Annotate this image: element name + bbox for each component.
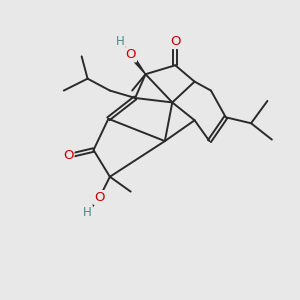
- Text: O: O: [170, 35, 181, 48]
- Text: O: O: [63, 149, 74, 162]
- Polygon shape: [129, 54, 146, 74]
- Text: H: H: [116, 35, 125, 48]
- Text: O: O: [94, 191, 105, 204]
- Text: O: O: [125, 48, 136, 62]
- Text: H: H: [83, 206, 92, 219]
